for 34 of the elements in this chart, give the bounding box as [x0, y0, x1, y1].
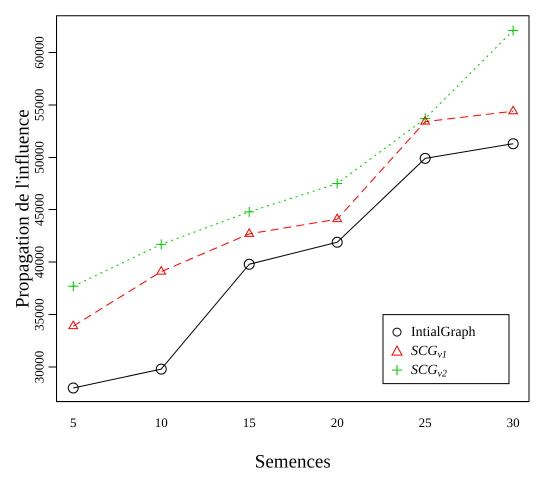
point	[244, 228, 254, 237]
point	[156, 238, 167, 250]
point	[420, 113, 431, 124]
x-tick-label: 20	[330, 414, 344, 430]
point	[508, 138, 519, 150]
y-tick-label: 55000	[31, 88, 46, 122]
point	[332, 214, 342, 222]
x-tick-label: 25	[418, 414, 432, 430]
point	[68, 280, 79, 292]
y-tick-label: 30000	[31, 350, 46, 384]
x-tick-label: 10	[154, 414, 168, 430]
y-tick-label: 45000	[31, 194, 46, 226]
x-axis-title: Semences	[254, 452, 331, 473]
y-tick-label: 50000	[31, 141, 46, 174]
point	[420, 116, 430, 125]
point	[68, 382, 79, 394]
y-axis-title: Propagation de l'influence	[12, 109, 34, 308]
point	[68, 320, 78, 330]
point	[332, 178, 343, 190]
legend-label: IntialGraph	[411, 324, 476, 340]
y-tick-label: 60000	[31, 36, 46, 69]
point	[244, 258, 255, 270]
x-tick-label: 30	[506, 414, 520, 430]
point	[508, 106, 518, 114]
point	[508, 24, 519, 36]
point	[244, 206, 255, 218]
x-tick-label: 15	[242, 414, 256, 430]
point	[332, 236, 343, 248]
x-tick-label: 5	[70, 414, 77, 430]
point	[156, 364, 167, 375]
point	[156, 266, 166, 275]
y-tick-label: 40000	[31, 246, 46, 278]
y-tick-label: 35000	[31, 298, 46, 331]
point	[420, 152, 431, 164]
